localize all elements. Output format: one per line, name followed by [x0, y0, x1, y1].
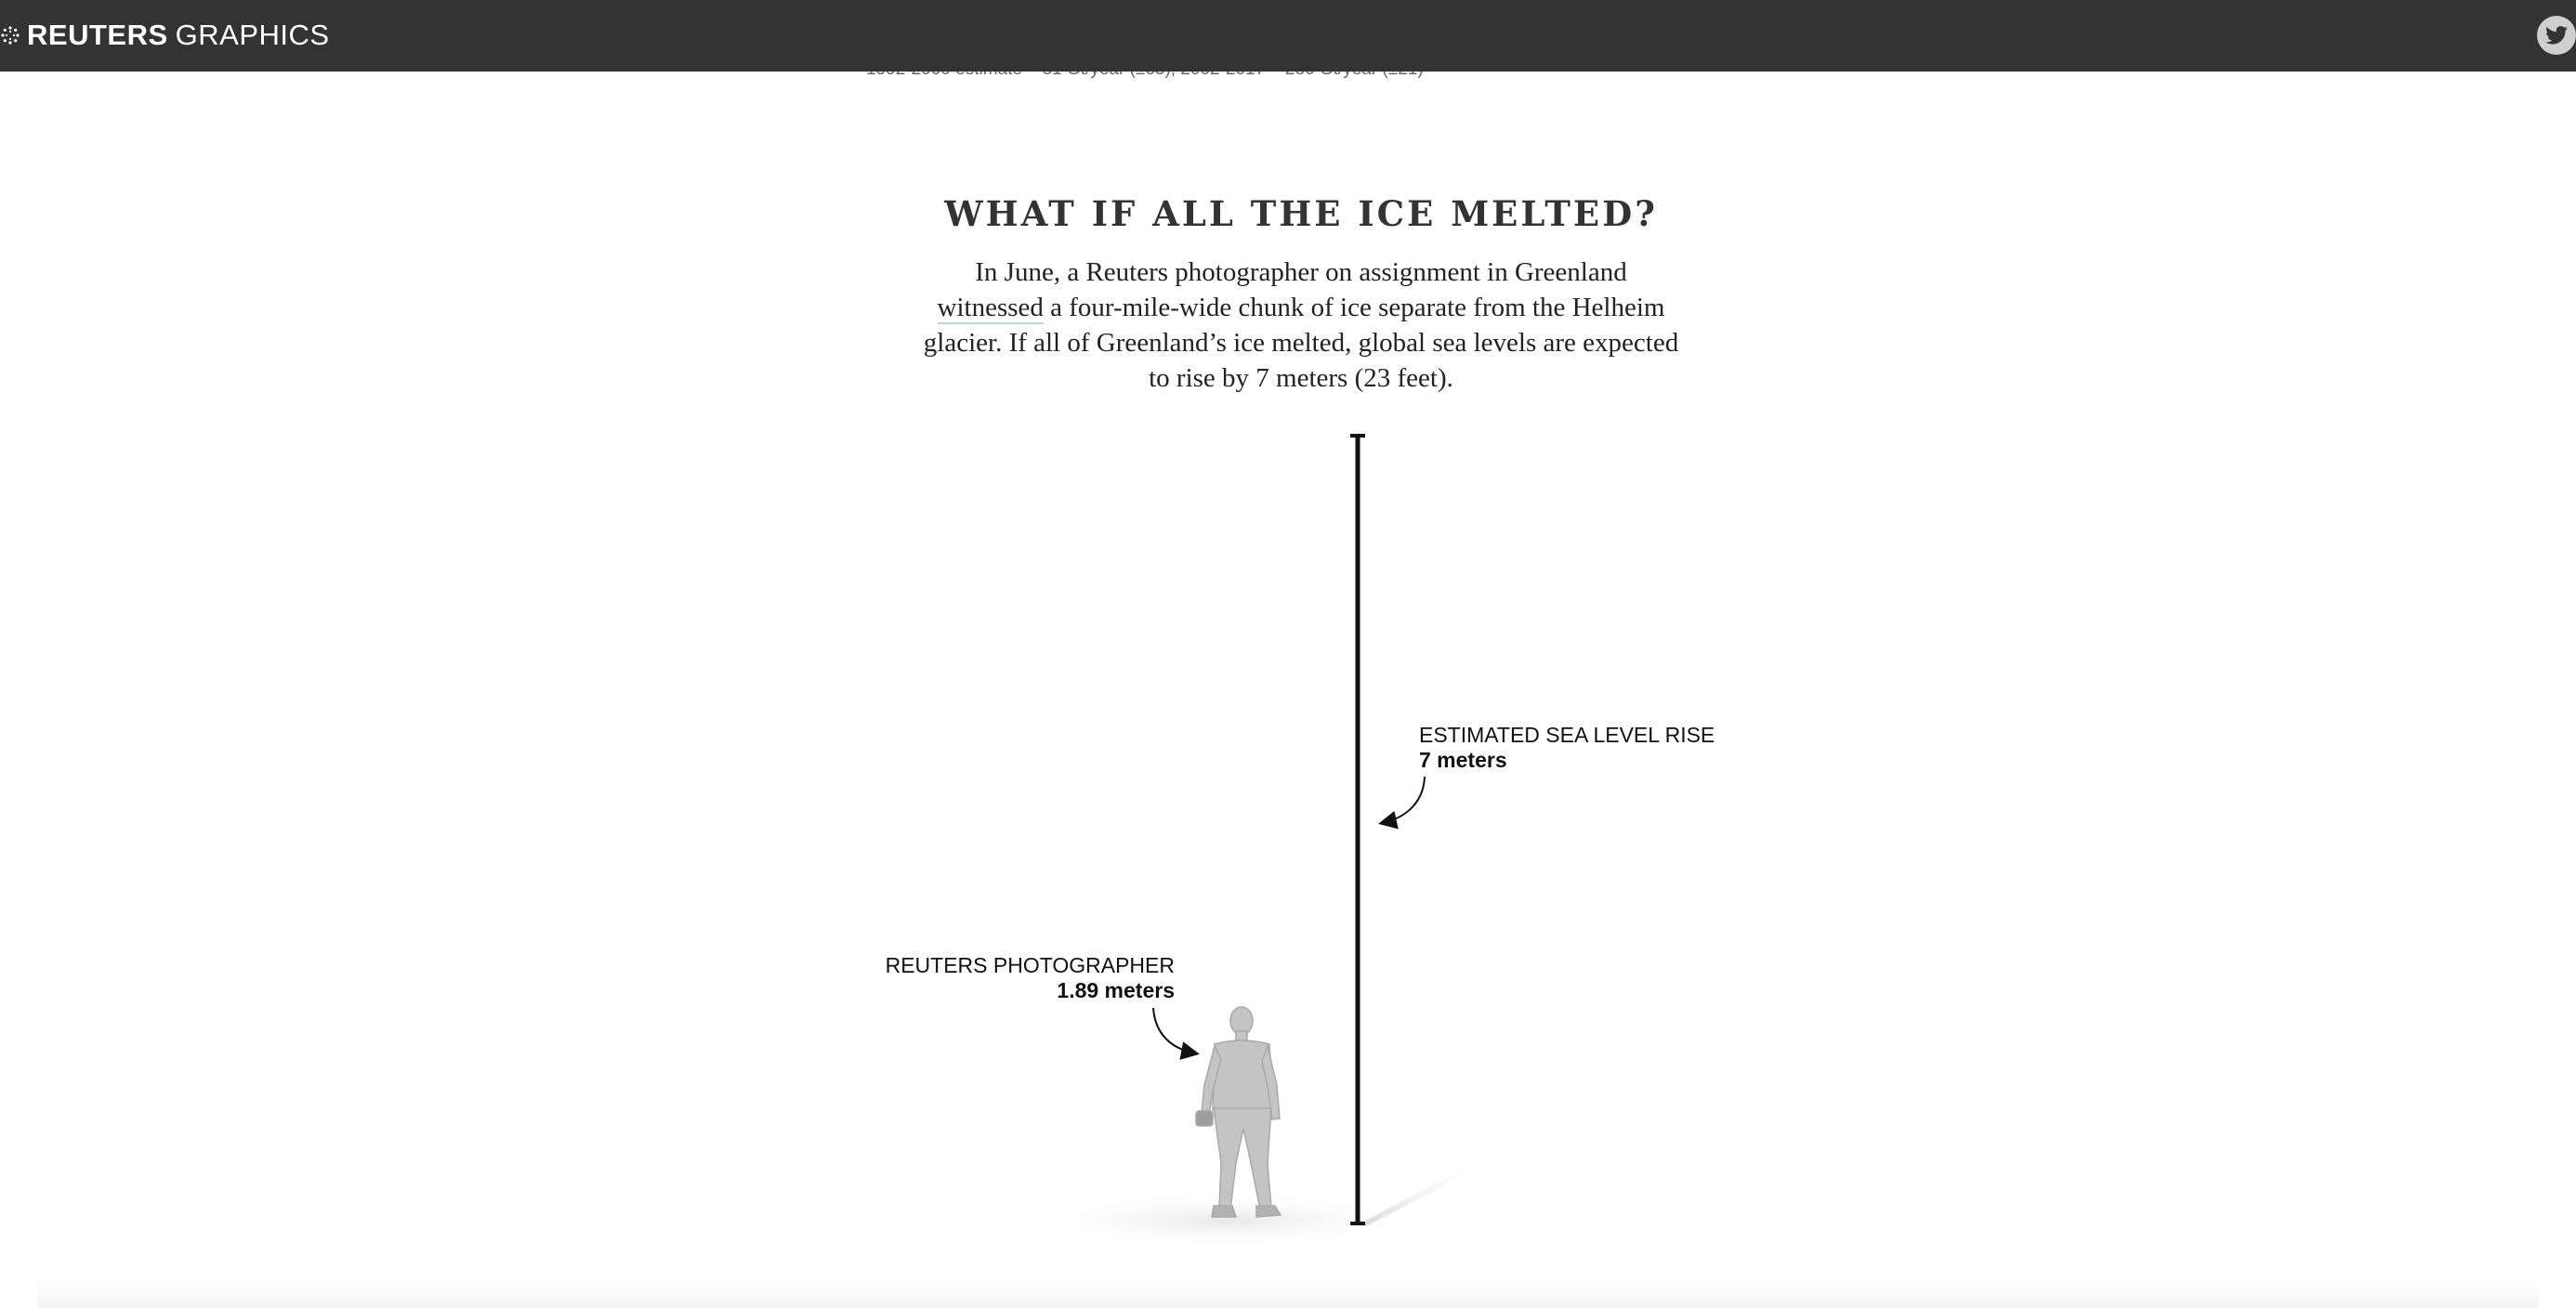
brand-home-link[interactable]: REUTERS GRAPHICS [0, 15, 330, 56]
sea-level-rise-bar [1350, 434, 1365, 1225]
sea-level-arrow [1378, 776, 1426, 830]
twitter-icon [2545, 26, 2568, 45]
pole-shadow [1359, 1157, 1496, 1226]
section-deck: In June, a Reuters photographer on assig… [920, 255, 1682, 396]
deck-text-end: a four-mile-wide chunk of ice separate f… [923, 293, 1679, 393]
section-headline: WHAT IF ALL THE ICE MELTED? [944, 193, 1658, 234]
photographer-arrow [1152, 1007, 1200, 1060]
sea-level-annotation: ESTIMATED SEA LEVEL RISE 7 meters [1419, 723, 1715, 773]
photographer-value: 1.89 meters [1057, 978, 1175, 1002]
twitter-share-button[interactable] [2537, 16, 2576, 55]
witnessed-link[interactable]: witnessed [937, 293, 1044, 324]
photographer-label: REUTERS PHOTOGRAPHER [885, 953, 1175, 977]
photographer-annotation: REUTERS PHOTOGRAPHER 1.89 meters [886, 953, 1175, 1003]
sea-level-value: 7 meters [1419, 748, 1507, 772]
ground-shadow [1022, 1191, 1431, 1250]
brand-name: REUTERS [27, 19, 168, 51]
top-navbar: REUTERS GRAPHICS [0, 0, 2576, 72]
reuters-logo-icon [1, 26, 20, 45]
sea-level-label: ESTIMATED SEA LEVEL RISE [1419, 723, 1715, 747]
brand-section: GRAPHICS [175, 19, 330, 51]
photographer-figure [1195, 1006, 1282, 1218]
deck-text-start: In June, a Reuters photographer on assig… [975, 257, 1627, 287]
section-bottom-divider [37, 1278, 2539, 1308]
